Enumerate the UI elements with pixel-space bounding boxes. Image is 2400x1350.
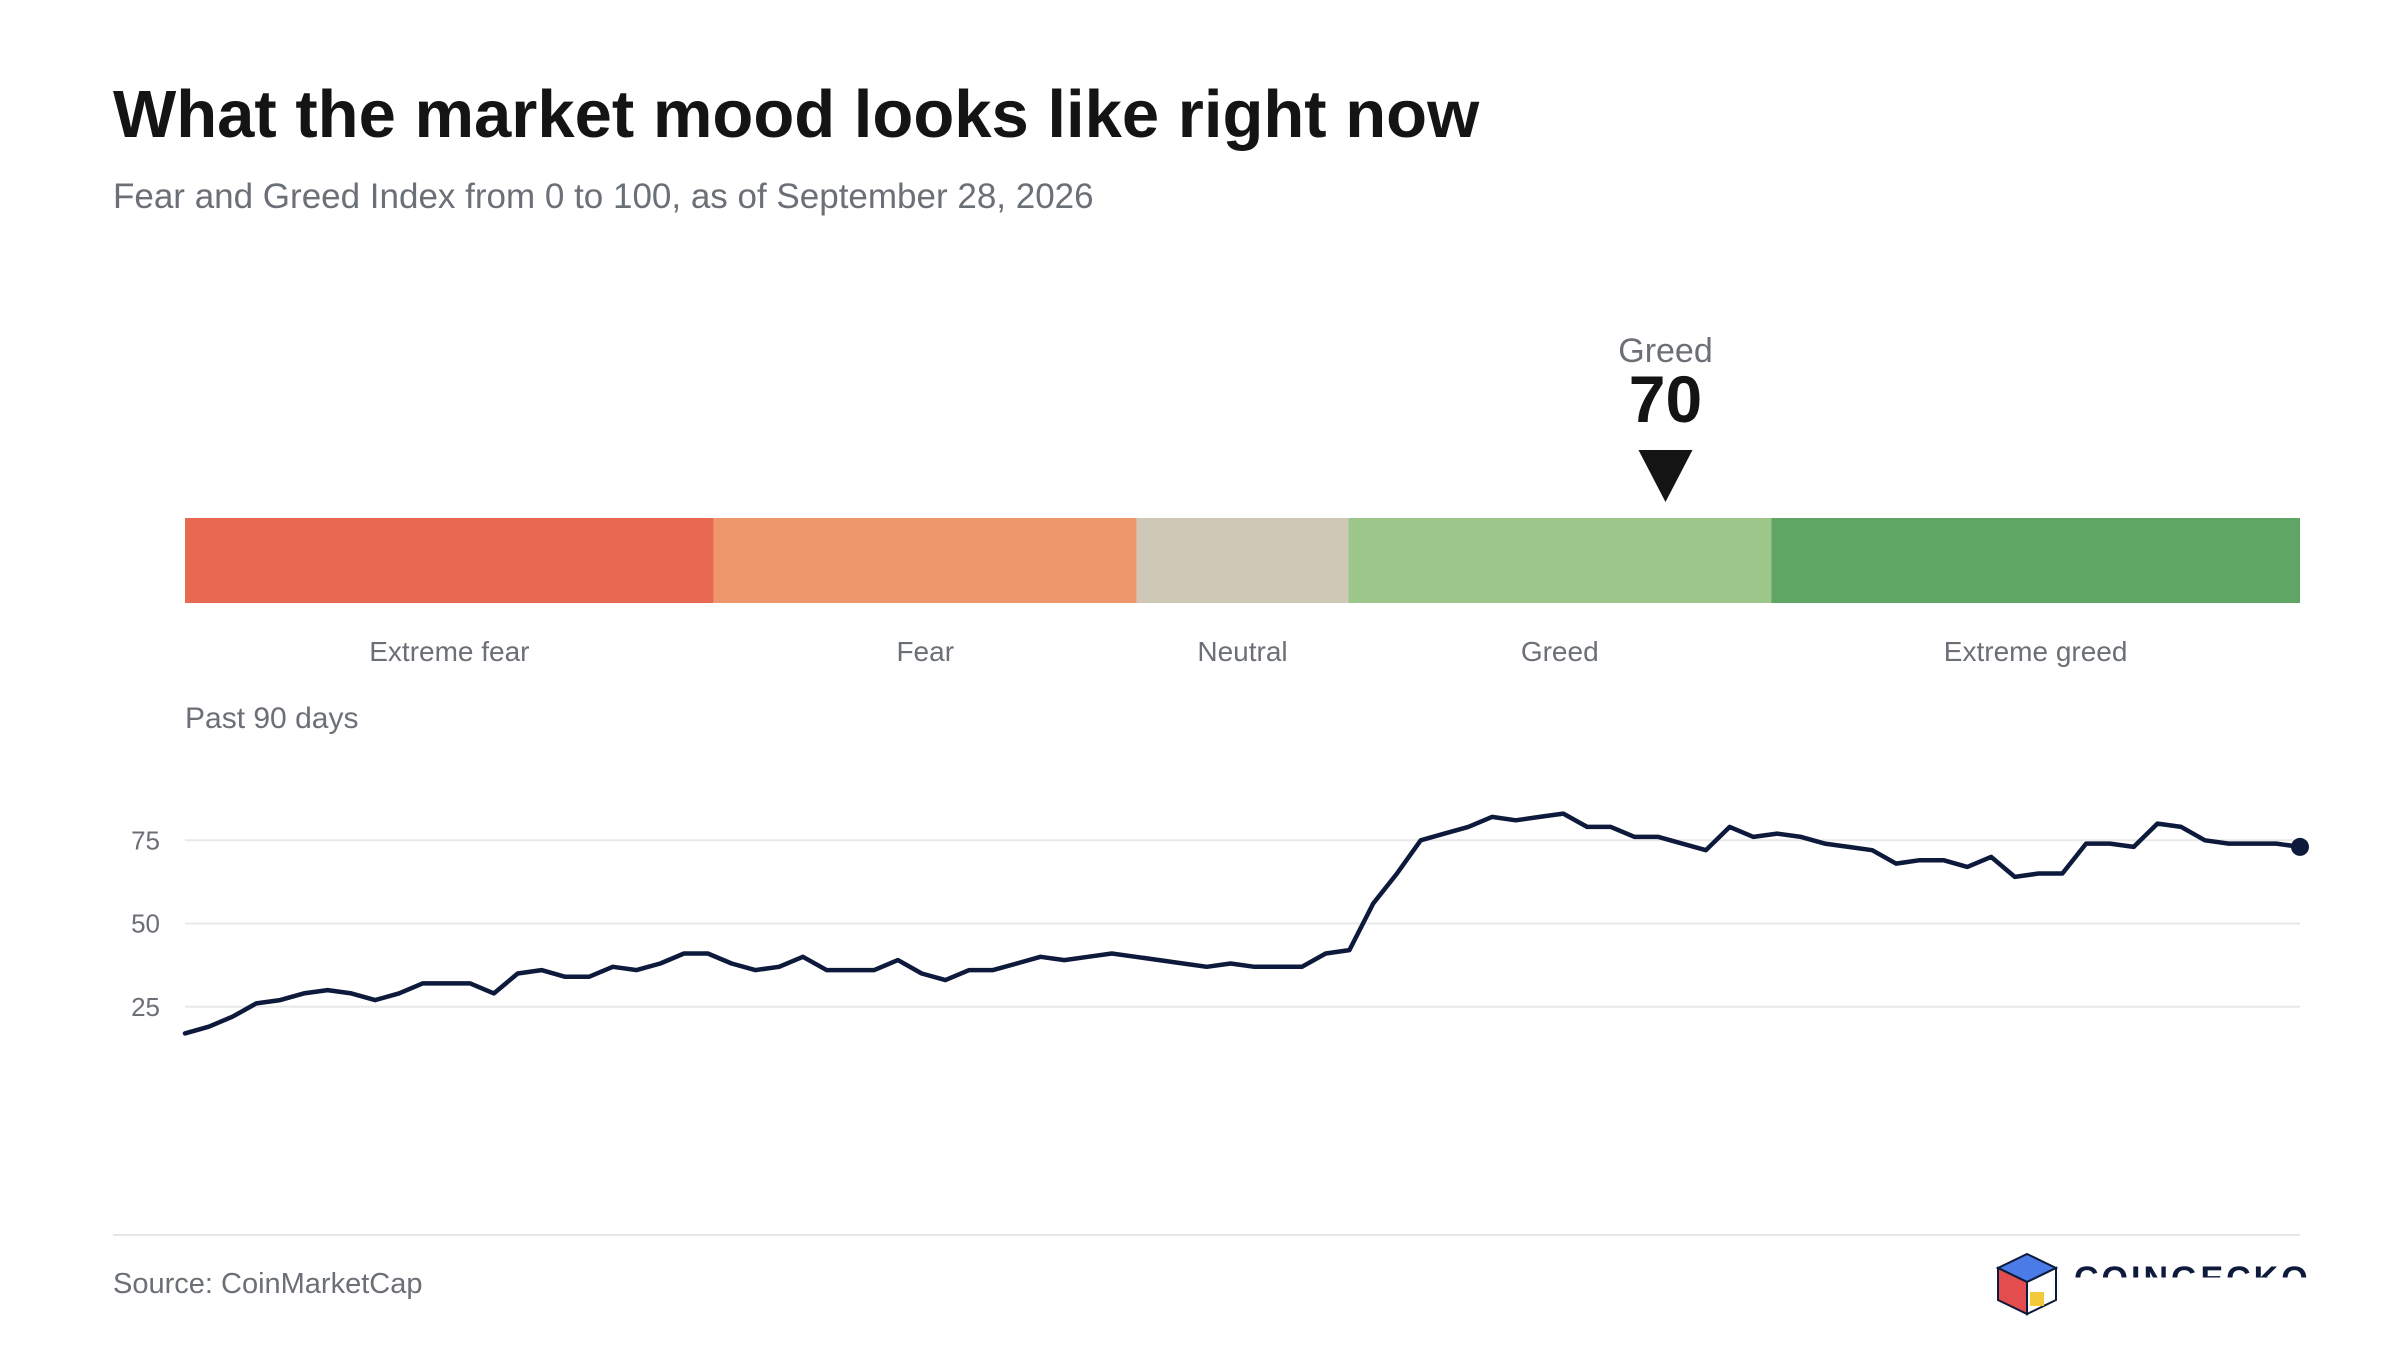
indicator-pointer <box>1638 450 1693 502</box>
page-subtitle: Fear and Greed Index from 0 to 100, as o… <box>113 177 1094 216</box>
y-tick-label: 50 <box>131 909 160 939</box>
footer-divider <box>113 1234 2300 1236</box>
band-label-extreme-fear: Extreme fear <box>369 636 529 667</box>
band-fear <box>713 518 1137 603</box>
series-line <box>182 811 2303 1036</box>
band-label-extreme-greed: Extreme greed <box>1944 636 2128 667</box>
y-tick-label: 25 <box>131 992 160 1022</box>
band-greed <box>1348 518 1772 603</box>
band-label-fear: Fear <box>896 636 954 667</box>
band-extreme-fear <box>185 518 714 603</box>
band-label-greed: Greed <box>1521 636 1599 667</box>
band-extreme-greed <box>1771 518 2300 603</box>
band-neutral <box>1136 518 1349 603</box>
brand-logo: COINGECKO <box>1992 1250 2400 1320</box>
y-tick-label: 75 <box>131 825 160 855</box>
source-note: Source: CoinMarketCap <box>113 1268 423 1300</box>
page-title: What the market mood looks like right no… <box>113 77 1480 152</box>
band-label-neutral: Neutral <box>1197 636 1287 667</box>
cube-logo-icon <box>1995 1252 2059 1316</box>
last-point-marker <box>2291 837 2309 856</box>
brand-wordmark: COINGECKO <box>2074 1260 2311 1298</box>
indicator-value: 70 <box>1629 362 1702 436</box>
line-chart-title: Past 90 days <box>185 702 358 735</box>
indicator-label: Greed <box>1618 332 1713 370</box>
